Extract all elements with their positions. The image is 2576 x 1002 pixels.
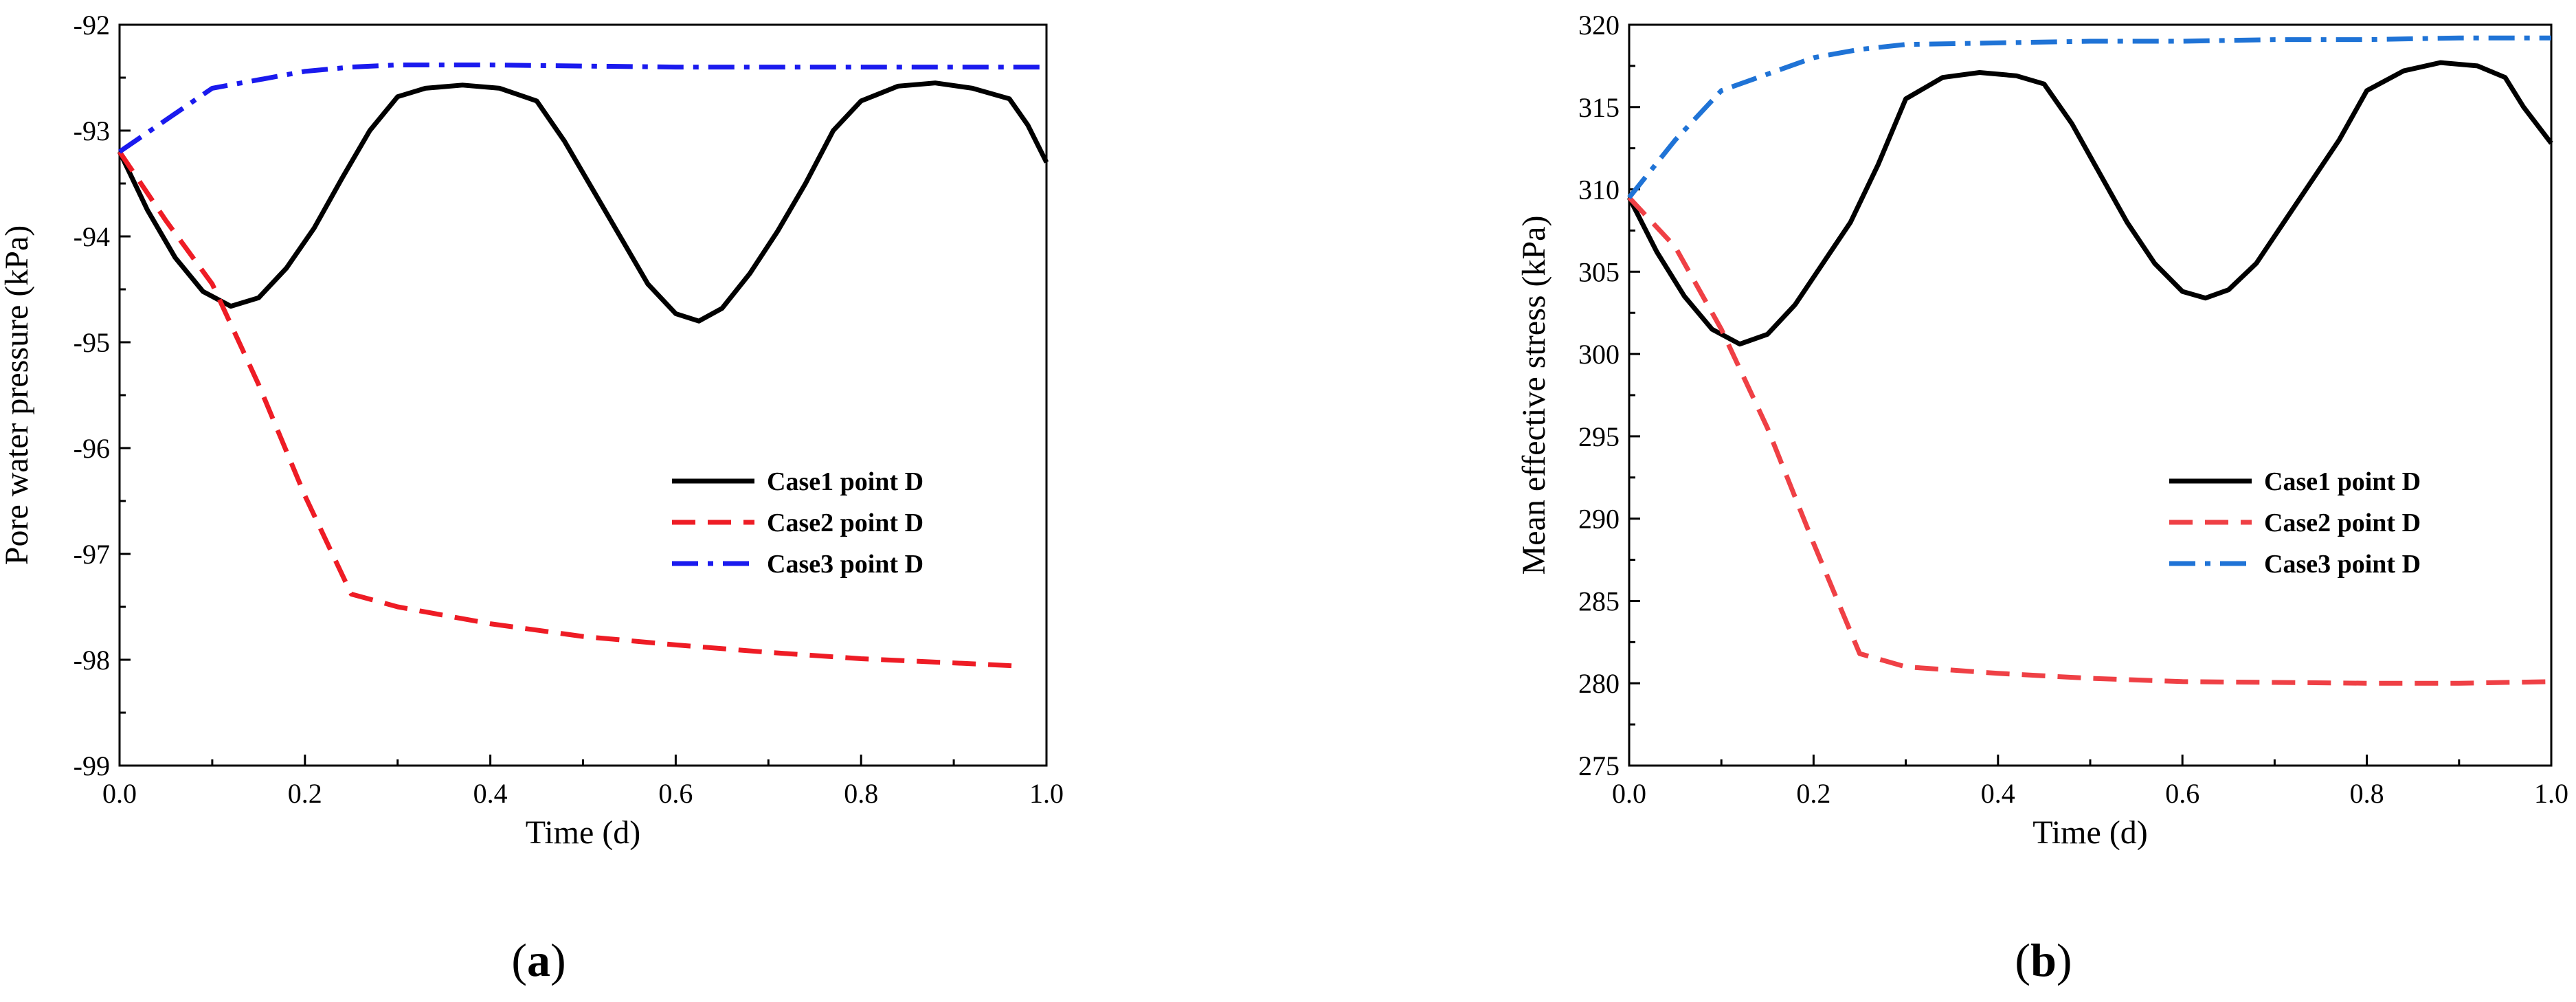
y-axis-title: Mean effective stress (kPa): [1516, 216, 1552, 575]
x-tick-label: 0.0: [102, 778, 137, 809]
y-tick-label: -99: [74, 750, 110, 781]
series-line-case2: [1627, 196, 2552, 686]
y-tick-label: 285: [1578, 586, 1620, 616]
series-line-case2: [117, 150, 1019, 669]
y-tick-label: -97: [74, 539, 110, 570]
y-tick-label: -94: [74, 221, 110, 252]
y-tick-label: 275: [1578, 750, 1620, 781]
x-tick-label: 0.2: [288, 778, 322, 809]
x-tick-label: 0.4: [1981, 778, 2015, 809]
x-tick-label: 0.6: [658, 778, 693, 809]
series-line-case3: [118, 63, 1046, 154]
legend-label-case3: Case3 point D: [767, 550, 923, 579]
legend: Case1 point D Case2 point D Case3 point D: [2169, 467, 2421, 579]
series-line-case3: [1627, 35, 2551, 199]
panel-label: (b): [2015, 934, 2072, 986]
chart-panel-b: 0.0 0.2 0.4 0.6 0.8 1.0 275 280 285 290 295 300 305 3…: [1516, 10, 2568, 986]
legend-label-case3: Case3 point D: [2264, 550, 2421, 579]
panel-label: (a): [511, 934, 565, 986]
legend: Case1 point D Case2 point D Case3 point D: [672, 467, 923, 579]
y-tick-label: 315: [1578, 92, 1620, 123]
y-tick-label: 305: [1578, 256, 1620, 287]
y-tick-label: 290: [1578, 504, 1620, 535]
x-axis-title: Time (d): [2032, 814, 2148, 851]
y-tick-label: -93: [74, 115, 110, 146]
x-axis-title: Time (d): [526, 814, 641, 851]
y-tick-label: -98: [74, 645, 110, 676]
y-tick-label: 300: [1578, 339, 1620, 370]
y-tick-label: 295: [1578, 421, 1620, 452]
x-tick-label: 1.0: [1029, 778, 1064, 809]
x-tick-label: 0.8: [844, 778, 878, 809]
x-tick-label: 0.8: [2350, 778, 2384, 809]
x-tick-label: 0.0: [1612, 778, 1646, 809]
legend-label-case2: Case2 point D: [2264, 509, 2421, 537]
y-tick-label: 310: [1578, 175, 1620, 205]
series-line-case1: [117, 80, 1049, 324]
y-tick-label: 280: [1578, 668, 1620, 699]
y-tick-label: -92: [74, 10, 110, 41]
chart-panel-a: 0.0 0.2 0.4 0.6 0.8 1.0 -99 -98 -97 -96 -95 -94 -93 -…: [0, 10, 1064, 986]
legend-label-case1: Case1 point D: [2264, 467, 2421, 496]
x-tick-label: 0.6: [2165, 778, 2199, 809]
y-axis-title: Pore water pressure (kPa): [0, 225, 35, 565]
y-tick-label: -96: [74, 433, 110, 464]
y-tick-label: 320: [1578, 10, 1620, 41]
legend-label-case1: Case1 point D: [767, 467, 923, 496]
legend-label-case2: Case2 point D: [767, 509, 923, 537]
series-line-case1: [1626, 60, 2553, 347]
x-tick-label: 0.2: [1796, 778, 1830, 809]
x-tick-label: 0.4: [473, 778, 508, 809]
y-tick-label: -95: [74, 327, 110, 358]
x-tick-label: 1.0: [2534, 778, 2568, 809]
